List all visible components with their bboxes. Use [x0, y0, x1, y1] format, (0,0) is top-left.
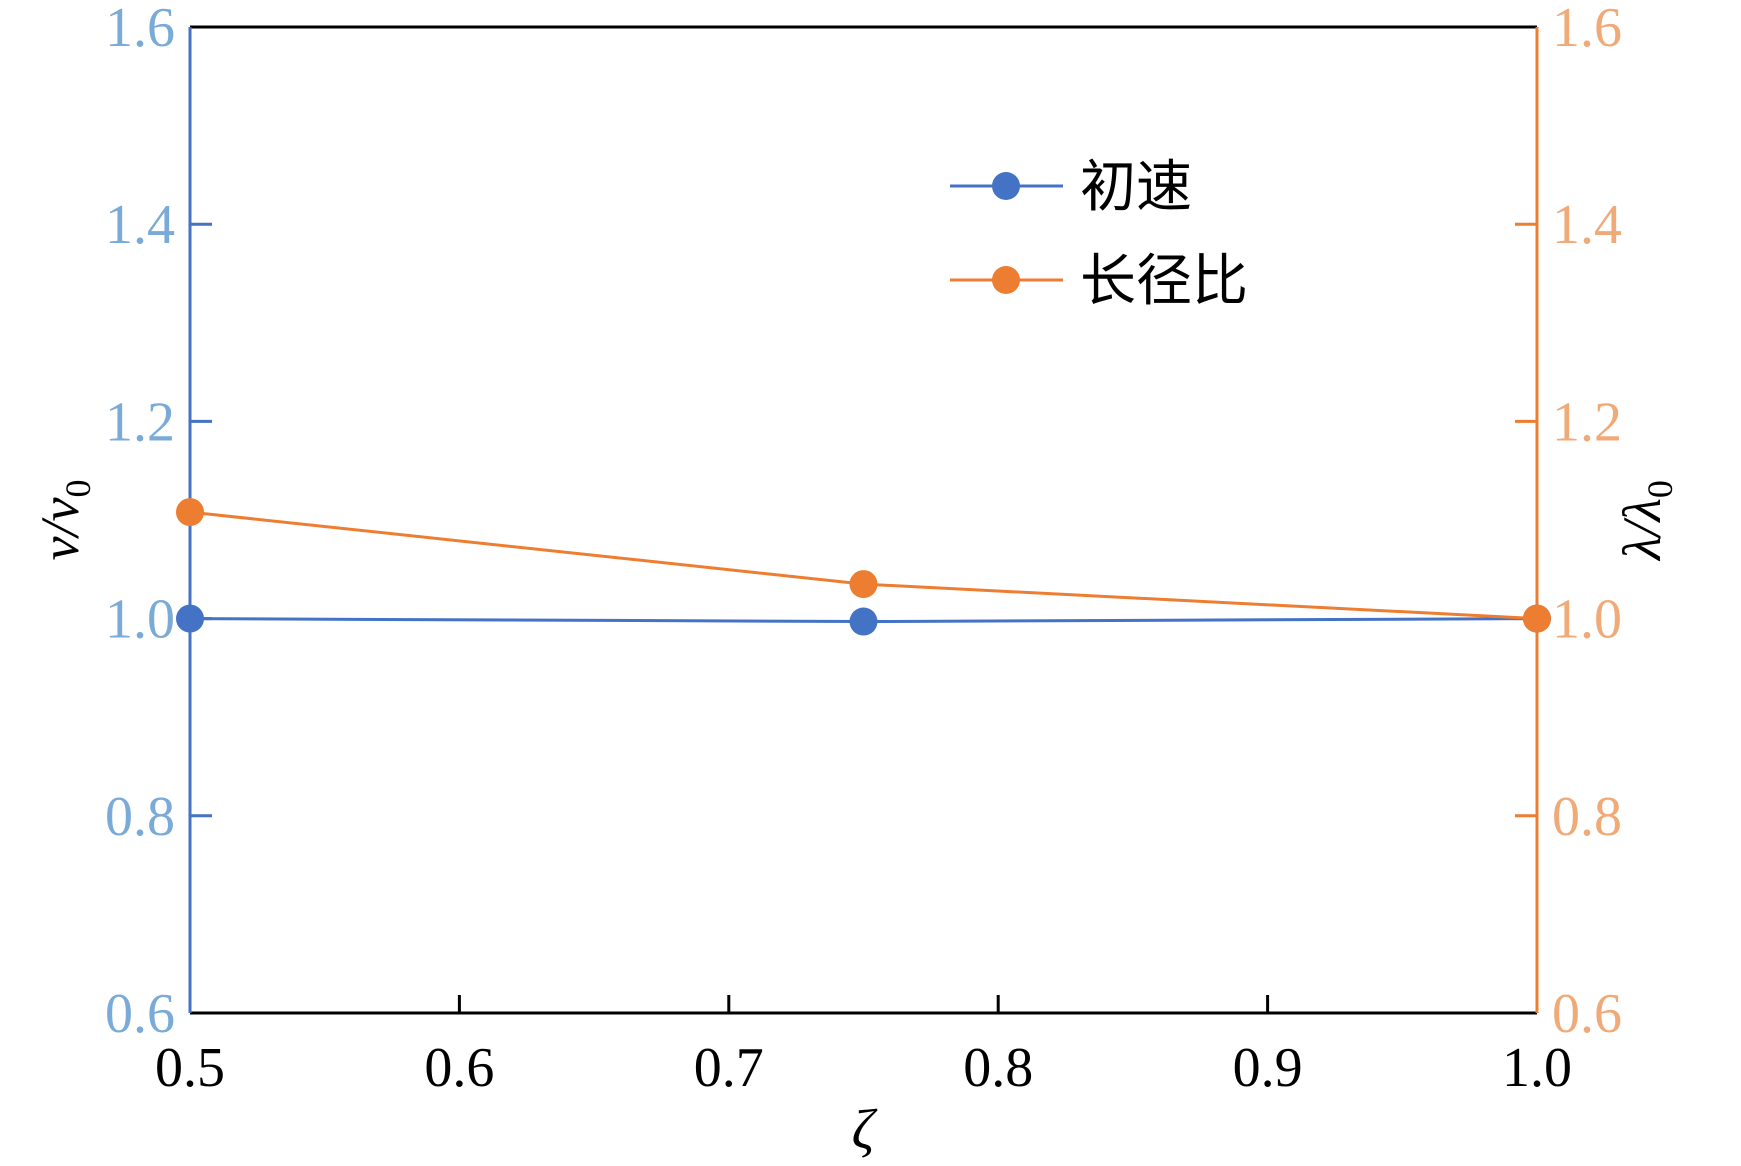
legend-label-1: 长径比 — [1080, 249, 1248, 314]
right-y-axis-label: λ/λ0 — [1612, 480, 1680, 562]
x-tick-label: 1.0 — [1502, 1037, 1572, 1099]
series-line-1 — [189, 510, 1538, 621]
x-axis-label: ζ — [852, 1099, 878, 1161]
right-y-tick-label: 0.8 — [1552, 786, 1622, 848]
right-y-label-sub: 0 — [1640, 480, 1680, 498]
series-0-point — [176, 604, 204, 633]
legend-entry-1: 长径比 — [950, 249, 1248, 314]
right-y-tick-label: 1.2 — [1552, 391, 1622, 453]
x-tick-label: 0.7 — [694, 1037, 764, 1099]
legend: 初速 长径比 — [950, 155, 1248, 314]
x-tick-label: 0.9 — [1233, 1037, 1303, 1099]
right-y-tick-label: 1.0 — [1552, 589, 1622, 651]
series-1-point — [176, 498, 204, 527]
x-tick-label: 0.8 — [963, 1037, 1033, 1099]
left-y-tick-label: 1.6 — [105, 0, 175, 59]
right-y-ticks: 0.6 0.8 1.0 1.2 1.4 1.6 — [1515, 0, 1622, 1045]
left-y-axis-label: v/v0 — [30, 480, 98, 561]
series-0-point — [849, 607, 878, 636]
right-y-tick-label: 0.6 — [1552, 983, 1622, 1045]
legend-label-0: 初速 — [1080, 155, 1192, 220]
left-y-tick-label: 1.0 — [105, 589, 175, 651]
right-y-tick-label: 1.4 — [1552, 194, 1622, 256]
series-layer — [176, 498, 1551, 636]
left-y-tick-label: 1.4 — [105, 194, 175, 256]
left-y-ticks: 0.6 0.8 1.0 1.2 1.4 1.6 — [105, 0, 212, 1045]
right-y-label-main: λ/λ — [1612, 498, 1672, 562]
legend-marker-0 — [992, 172, 1020, 200]
legend-entry-0: 初速 — [950, 155, 1192, 220]
series-1-point — [849, 570, 878, 599]
left-y-tick-label: 1.2 — [105, 391, 175, 453]
series-1-point — [1523, 604, 1551, 633]
svg-text:λ/λ0: λ/λ0 — [1612, 480, 1680, 562]
svg-text:v/v0: v/v0 — [30, 480, 98, 561]
left-y-label-main: v/v — [30, 498, 90, 561]
x-tick-label: 0.6 — [424, 1037, 494, 1099]
left-y-label-sub: 0 — [58, 480, 98, 498]
x-ticks: 0.5 0.6 0.7 0.8 0.9 1.0 — [155, 995, 1572, 1099]
x-tick-label: 0.5 — [155, 1037, 225, 1099]
left-y-tick-label: 0.8 — [105, 786, 175, 848]
right-y-tick-label: 1.6 — [1552, 0, 1622, 59]
left-y-tick-label: 0.6 — [105, 983, 175, 1045]
legend-marker-1 — [992, 266, 1020, 294]
